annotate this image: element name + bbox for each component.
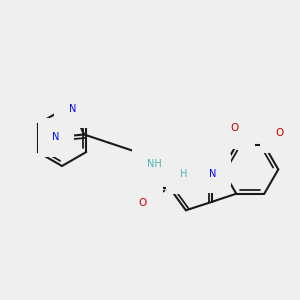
Text: NH: NH: [147, 159, 161, 169]
Text: N: N: [52, 132, 60, 142]
Text: H: H: [180, 169, 188, 179]
Text: N: N: [182, 160, 190, 170]
Text: O: O: [276, 128, 284, 138]
Text: O: O: [231, 123, 239, 134]
Text: N: N: [69, 104, 76, 114]
Text: N: N: [209, 169, 216, 179]
Text: O: O: [139, 198, 147, 208]
